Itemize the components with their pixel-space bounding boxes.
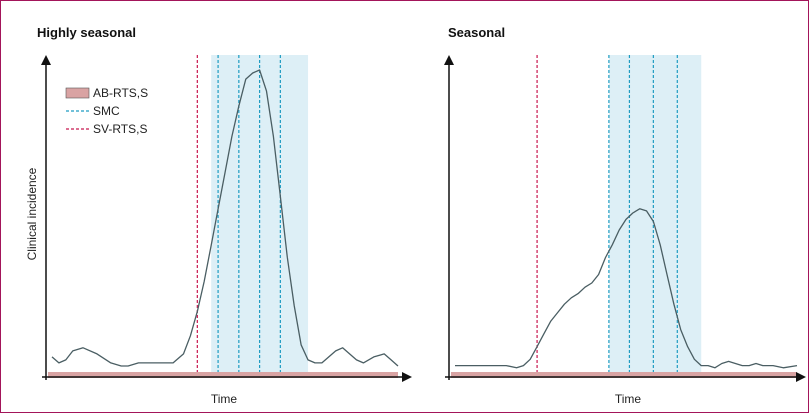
panel-highly-seasonal: Highly seasonal Time Clinical incidence …: [25, 25, 412, 406]
legend: AB-RTS,S SMC SV-RTS,S: [65, 86, 148, 136]
panel-seasonal: Seasonal Time: [444, 25, 806, 406]
smc-window-band: [608, 55, 702, 376]
legend-label-sv-rtss: SV-RTS,S: [93, 122, 147, 136]
smc-window-rect: [608, 55, 702, 376]
y-axis-arrowhead: [41, 55, 51, 65]
y-axis-label: Clinical incidence: [25, 167, 39, 260]
x-axis-label: Time: [211, 392, 238, 406]
y-axis-arrowhead: [444, 55, 454, 65]
panel-title: Seasonal: [448, 25, 505, 40]
smc-round-lines: [217, 55, 281, 376]
legend-label-ab-rtss: AB-RTS,S: [93, 86, 148, 100]
ab-rtss-band: [451, 372, 797, 378]
x-axis-arrowhead: [796, 372, 806, 382]
incidence-curve: [51, 69, 399, 367]
incidence-curve: [455, 208, 798, 369]
legend-label-smc: SMC: [93, 104, 120, 118]
ab-rtss-band: [48, 372, 398, 378]
panel-title: Highly seasonal: [37, 25, 136, 40]
x-axis-label: Time: [615, 392, 642, 406]
x-axis-arrowhead: [402, 372, 412, 382]
legend-swatch-ab-rtss: [65, 87, 90, 99]
